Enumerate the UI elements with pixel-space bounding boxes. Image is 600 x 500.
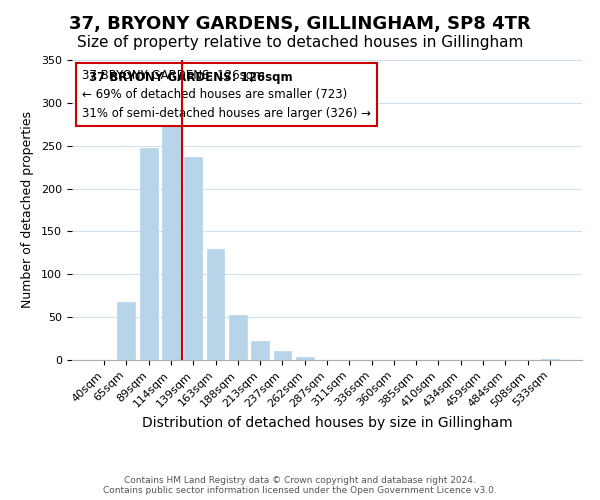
Bar: [162, 116, 180, 360]
Y-axis label: Number of detached properties: Number of detached properties: [21, 112, 34, 308]
Text: 37 BRYONY GARDENS: 126sqm
← 69% of detached houses are smaller (723)
31% of semi: 37 BRYONY GARDENS: 126sqm ← 69% of detac…: [82, 69, 371, 120]
X-axis label: Distribution of detached houses by size in Gillingham: Distribution of detached houses by size …: [142, 416, 512, 430]
Bar: [541, 359, 559, 360]
Bar: [229, 314, 247, 360]
Bar: [118, 302, 136, 360]
Bar: [206, 250, 224, 360]
Text: 37, BRYONY GARDENS, GILLINGHAM, SP8 4TR: 37, BRYONY GARDENS, GILLINGHAM, SP8 4TR: [69, 15, 531, 33]
Text: Size of property relative to detached houses in Gillingham: Size of property relative to detached ho…: [77, 35, 523, 50]
Text: 37 BRYONY GARDENS: 126sqm: 37 BRYONY GARDENS: 126sqm: [89, 70, 292, 84]
Text: Contains HM Land Registry data © Crown copyright and database right 2024.
Contai: Contains HM Land Registry data © Crown c…: [103, 476, 497, 495]
Bar: [274, 352, 292, 360]
Bar: [296, 356, 314, 360]
Bar: [184, 157, 202, 360]
Bar: [251, 341, 269, 360]
Bar: [140, 148, 158, 360]
